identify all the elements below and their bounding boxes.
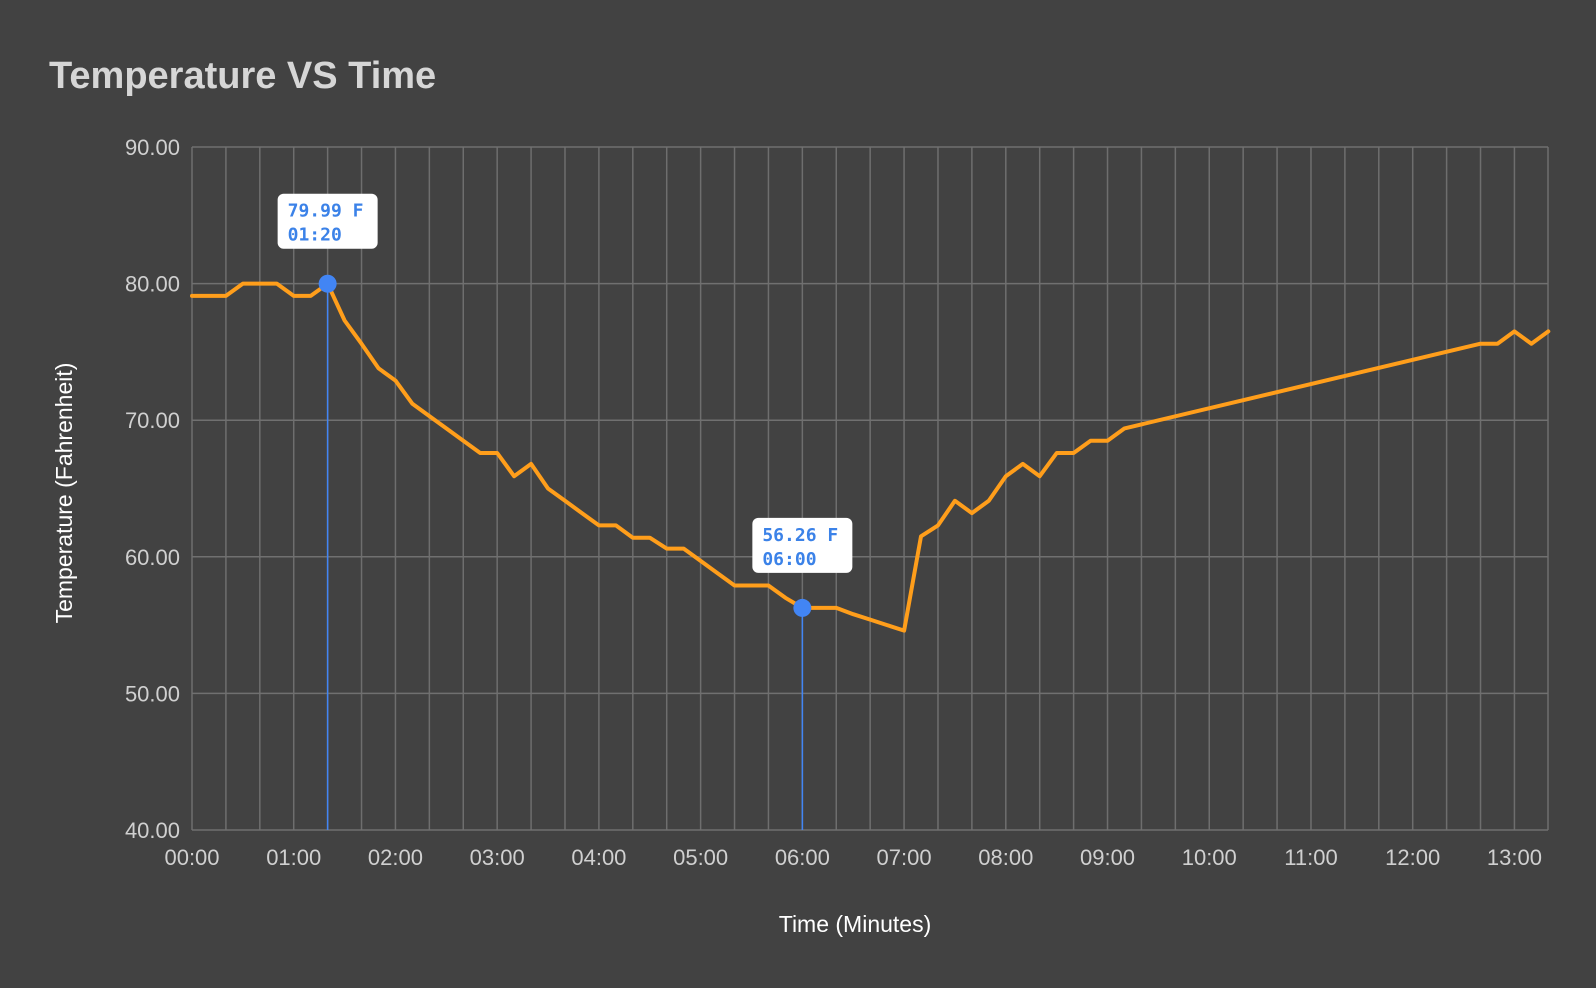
tooltip-time: 01:20 [288, 225, 342, 246]
data-point-marker [318, 274, 337, 293]
x-tick-label: 04:00 [571, 845, 626, 870]
x-tick-label: 11:00 [1284, 845, 1337, 870]
annotations: 79.99 F 01:20 56.26 F 06:00 [277, 193, 853, 830]
y-tick-label: 40.00 [125, 818, 180, 843]
tooltip-value: 56.26 F [762, 525, 838, 546]
x-axis-ticks: 00:00 01:00 02:00 03:00 04:00 05:00 06:00 07:00… [164, 845, 1541, 870]
x-tick-label: 05:00 [673, 845, 728, 870]
x-tick-label: 02:00 [368, 845, 423, 870]
tooltip-box [277, 193, 378, 249]
x-tick-label: 08:00 [978, 845, 1033, 870]
tooltip-time: 06:00 [762, 549, 816, 570]
x-tick-label: 09:00 [1080, 845, 1135, 870]
x-tick-label: 07:00 [877, 845, 932, 870]
y-tick-label: 80.00 [125, 272, 180, 297]
y-axis-ticks: 90.00 80.00 70.00 60.00 50.00 40.00 [125, 135, 180, 843]
x-tick-label: 06:00 [775, 845, 830, 870]
x-tick-label: 10:00 [1182, 845, 1237, 870]
series [190, 281, 1551, 633]
x-tick-label: 00:00 [164, 845, 219, 870]
y-axis-title: Temperature (Fahrenheit) [51, 363, 77, 624]
y-tick-label: 90.00 [125, 135, 180, 160]
data-point-marker [793, 598, 812, 617]
chart-title: Temperature VS Time [49, 55, 436, 97]
y-tick-label: 50.00 [125, 681, 180, 706]
x-tick-label: 12:00 [1385, 845, 1440, 870]
temperature-line [190, 281, 1551, 633]
tooltip-box [752, 517, 853, 573]
grid [191, 146, 1549, 831]
x-tick-label: 13:00 [1487, 845, 1542, 870]
x-tick-label: 03:00 [470, 845, 525, 870]
x-tick-label: 01:00 [266, 845, 321, 870]
y-tick-label: 60.00 [125, 545, 180, 570]
x-axis-title: Time (Minutes) [779, 911, 932, 937]
tooltip-value: 79.99 F [288, 201, 364, 222]
y-tick-label: 70.00 [125, 408, 180, 433]
